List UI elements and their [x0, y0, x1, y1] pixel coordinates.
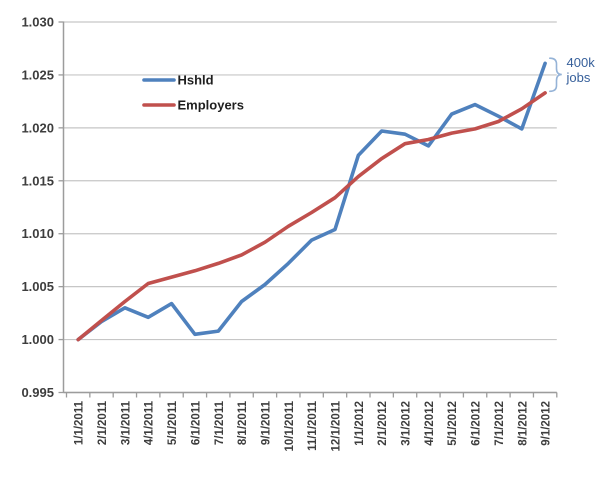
x-axis-tick-label: 11/1/2011 [307, 400, 319, 450]
x-axis-tick-label: 5/1/2012 [447, 401, 459, 446]
x-axis-tick-label: 2/1/2011 [97, 400, 109, 445]
x-axis-tick-label: 3/1/2012 [401, 401, 413, 446]
x-axis-tick-label: 4/1/2011 [144, 400, 156, 445]
x-axis-tick-label: 1/1/2011 [74, 400, 86, 445]
x-axis-tick-label: 9/1/2011 [260, 400, 272, 445]
legend-label-hshld: Hshld [178, 73, 214, 88]
y-axis-tick-label: 1.025 [21, 67, 54, 82]
x-axis-tick-label: 7/1/2011 [214, 400, 226, 445]
series-line-employers [76, 91, 547, 342]
y-axis-tick-label: 1.015 [21, 173, 54, 188]
annotation-brace [549, 57, 562, 93]
legend-label-employers: Employers [178, 98, 244, 113]
annotation-label-line2: jobs [566, 70, 591, 85]
x-axis-tick-label: 3/1/2011 [120, 400, 132, 445]
x-axis-tick-label: 6/1/2012 [471, 401, 483, 446]
series-line-hshld [76, 61, 547, 342]
x-axis-tick-label: 8/1/2011 [237, 400, 249, 445]
y-axis-tick-label: 1.030 [21, 15, 54, 30]
x-axis-tick-label: 1/1/2012 [354, 401, 366, 446]
annotation-label-line1: 400k [567, 55, 596, 70]
x-axis-tick-label: 12/1/2011 [330, 400, 342, 451]
x-axis-tick-label: 9/1/2012 [541, 401, 553, 446]
y-axis-tick-label: 1.020 [21, 120, 54, 135]
y-axis-tick-label: 1.000 [21, 332, 54, 347]
x-axis-tick-label: 10/1/2011 [284, 400, 296, 451]
x-axis-tick-label: 7/1/2012 [494, 401, 506, 446]
y-axis-tick-label: 1.005 [21, 279, 54, 294]
x-axis-tick-label: 4/1/2012 [424, 401, 436, 446]
y-axis-tick-label: 0.995 [21, 385, 54, 400]
x-axis-tick-label: 6/1/2011 [190, 400, 202, 445]
x-axis-tick-label: 2/1/2012 [377, 401, 389, 446]
x-axis-tick-label: 5/1/2011 [167, 400, 179, 445]
y-axis-tick-label: 1.010 [21, 226, 54, 241]
x-axis-tick-label: 8/1/2012 [517, 401, 529, 446]
